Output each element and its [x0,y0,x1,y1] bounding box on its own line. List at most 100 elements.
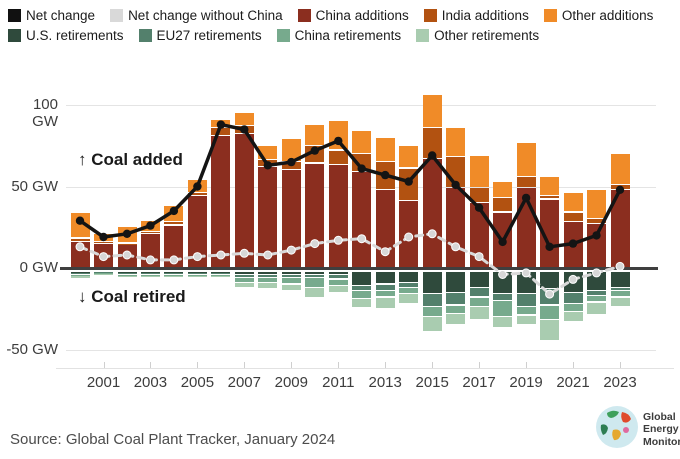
bar-2006-china-retirements [211,274,231,276]
bar-2008-china-retirements [258,278,278,282]
point-net-change-without-china-2021 [568,274,578,284]
point-net-change-without-china-2003 [145,255,155,265]
x-axis-tick-2005 [197,362,199,368]
bar-2016-u-s-retirements [446,271,466,292]
bar-2022-eu27-retirements [587,291,606,295]
point-net-change-2007 [240,125,249,134]
gem-logo-line: Energy [643,423,679,436]
bar-2019-eu27-retirements [516,294,536,307]
point-net-change-without-china-2011 [333,235,343,245]
bar-2000-other-additions [70,212,90,238]
point-net-change-without-china-2001 [99,252,108,262]
x-axis-tick-2009 [291,362,293,368]
x-axis-label-2017: 2017 [462,374,496,391]
y-axis-label-50: 50 GW [11,177,58,195]
bar-2009-eu27-retirements [281,274,301,277]
bar-2014-other-retirements [399,294,419,303]
bar-2010-china-additions [305,163,325,267]
bar-2015-eu27-retirements [422,294,442,307]
bar-2011-u-s-retirements [328,271,348,274]
legend-item-net-change-without-china: Net change without China [110,8,283,23]
bar-2022-india-additions [587,219,606,223]
bar-2015-india-additions [422,127,442,158]
bar-2015-other-additions [422,95,442,127]
bar-2002-eu27-retirements [117,273,137,275]
bar-2002-india-additions [117,243,137,245]
bar-2005-other-retirements [187,276,207,278]
bar-2004-india-additions [164,222,184,225]
point-net-change-without-china-2017 [474,252,484,262]
point-net-change-without-china-2010 [310,239,320,249]
bar-2001-other-retirements [94,273,113,275]
point-net-change-2002 [122,229,132,238]
bar-2018-other-retirements [493,317,513,328]
bar-2023-eu27-retirements [610,287,630,290]
bar-2021-india-additions [563,212,583,222]
x-axis-label-2015: 2015 [415,374,449,391]
x-axis-label-2023: 2023 [603,374,637,391]
bar-2006-u-s-retirements [211,271,231,273]
bar-2013-u-s-retirements [375,271,395,284]
bar-2010-china-retirements [305,278,325,287]
x-axis-line [56,368,674,369]
legend-item-india-additions: India additions [423,8,529,23]
legend-item-china-additions: China additions [297,8,409,23]
legend-label: Other retirements [434,28,540,43]
legend-item-eu27-retirements: EU27 retirements [138,28,262,43]
gem-logo-line: Global [643,410,676,423]
x-axis-tick-2017 [479,362,481,368]
x-axis-label-2011: 2011 [322,374,355,391]
bar-2019-china-retirements [516,307,536,315]
point-net-change-without-china-2005 [192,252,202,262]
point-net-change-without-china-2015 [427,229,437,239]
bar-2004-eu27-retirements [164,273,184,275]
bar-2016-eu27-retirements [446,292,466,305]
bar-2019-india-additions [516,176,536,187]
x-axis-tick-2003 [150,362,152,368]
legend-swatch-icon [416,29,430,42]
bar-2012-other-retirements [352,299,372,307]
legend-swatch-icon [8,29,21,42]
point-net-change-2020 [545,242,554,251]
y-axis-label-0: 0 GW [19,259,58,276]
bar-2021-other-additions [563,193,583,212]
bar-2005-china-retirements [187,274,207,276]
bar-2010-other-additions [305,124,325,145]
legend-swatch-icon [110,9,124,22]
point-net-change-2013 [381,170,390,180]
point-net-change-without-china-2023 [615,261,625,271]
bar-2017-india-additions [469,188,489,202]
bar-2013-other-retirements [375,297,395,308]
bar-2005-india-additions [187,193,207,196]
annotation-coal-retired: ↓ Coal retired [78,287,186,306]
bar-2003-india-additions [140,232,160,234]
bar-2006-china-additions [211,136,231,267]
zero-axis-line [60,267,658,270]
x-axis-label-2007: 2007 [227,374,261,391]
point-net-change-without-china-2002 [122,250,132,260]
legend-swatch-icon [423,9,437,22]
bar-2003-china-retirements [140,274,160,276]
point-net-change-without-china-2022 [592,268,601,278]
bar-2019-other-retirements [516,315,536,325]
x-axis-tick-2011 [338,362,340,368]
bar-2006-eu27-retirements [211,273,231,275]
bar-2004-u-s-retirements [164,271,184,273]
bar-2007-u-s-retirements [234,271,254,274]
bar-2016-other-additions [446,127,466,156]
legend-label: U.S. retirements [26,28,124,43]
gem-logo-line: Monitor [643,435,680,448]
bar-2011-india-additions [328,150,348,165]
bar-2003-other-retirements [140,275,160,277]
bar-2007-other-retirements [234,282,254,287]
gem-globe-icon [595,405,639,454]
legend-item-other-additions: Other additions [543,8,653,23]
bar-2018-india-additions [493,197,513,212]
bar-2017-china-retirements [469,297,489,307]
point-net-change-without-china-2020 [545,289,555,299]
bar-2017-eu27-retirements [469,287,489,297]
x-axis-tick-2019 [526,362,528,368]
bar-2020-other-retirements [540,320,560,341]
legend-label: Net change [26,8,96,23]
